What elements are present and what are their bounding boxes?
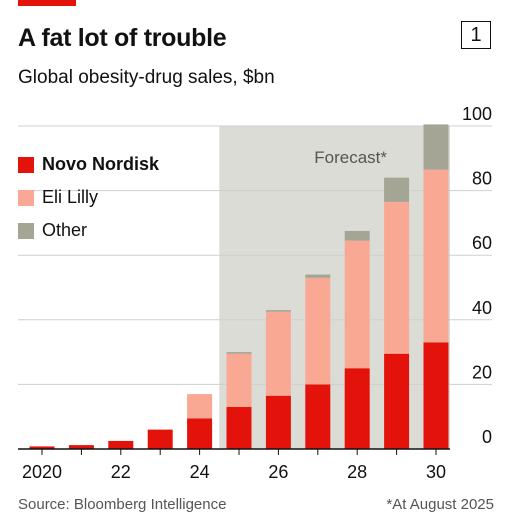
x-tick-label-2030: 30 <box>426 462 446 482</box>
x-tick-label-2026: 26 <box>268 462 288 482</box>
bar-2027-eli-lilly <box>305 277 331 385</box>
forecast-label: Forecast* <box>314 148 387 167</box>
y-tick-label-20: 20 <box>472 362 492 382</box>
y-tick-label-60: 60 <box>472 233 492 253</box>
bar-2028-eli-lilly <box>344 240 370 369</box>
legend-label-lilly: Eli Lilly <box>42 187 99 207</box>
y-tick-label-40: 40 <box>472 298 492 318</box>
bar-2030-other <box>423 124 449 170</box>
legend-swatch-novo <box>18 156 34 173</box>
bar-2029-eli-lilly <box>384 201 410 354</box>
x-tick-label-2022: 22 <box>111 462 131 482</box>
legend-label-novo: Novo Nordisk <box>42 154 160 174</box>
legend-label-other: Other <box>42 220 88 240</box>
bar-2024-novo-nordisk <box>187 418 213 449</box>
y-tick-label-0: 0 <box>482 427 492 447</box>
bar-2026-novo-nordisk <box>265 395 291 449</box>
legend-swatch-other <box>18 222 34 239</box>
bar-2025-eli-lilly <box>226 353 252 408</box>
bar-2028-other <box>344 230 370 241</box>
bar-2020-novo-nordisk <box>29 446 55 449</box>
bar-2030-eli-lilly <box>423 169 449 343</box>
bar-2026-eli-lilly <box>265 311 291 396</box>
x-tick-label-2020: 2020 <box>22 462 62 482</box>
forecast-region <box>219 126 450 449</box>
bar-2023-novo-nordisk <box>147 429 173 449</box>
source-note: Source: Bloomberg Intelligence <box>18 496 227 513</box>
legend-item-other: Other <box>18 214 159 247</box>
chart-title: A fat lot of trouble <box>18 24 227 52</box>
bar-2027-novo-nordisk <box>305 384 331 449</box>
bar-2026-other <box>265 310 291 312</box>
legend-swatch-lilly <box>18 189 34 206</box>
bar-2024-eli-lilly <box>187 394 213 419</box>
legend-item-novo: Novo Nordisk <box>18 148 159 181</box>
accent-bar <box>18 0 76 6</box>
x-tick-label-2024: 24 <box>190 462 210 482</box>
chart-number-badge: 1 <box>461 21 491 49</box>
bar-2022-novo-nordisk <box>108 440 134 449</box>
y-tick-label-100: 100 <box>462 104 492 124</box>
bar-2021-novo-nordisk <box>68 445 94 449</box>
legend-item-lilly: Eli Lilly <box>18 181 159 214</box>
bar-2030-novo-nordisk <box>423 342 449 449</box>
bar-2028-novo-nordisk <box>344 368 370 449</box>
bar-2029-novo-nordisk <box>384 353 410 449</box>
y-tick-label-80: 80 <box>472 169 492 189</box>
bar-2025-other <box>226 352 252 354</box>
x-tick-label-2028: 28 <box>347 462 367 482</box>
chart-subtitle: Global obesity-drug sales, $bn <box>18 67 275 88</box>
bar-2025-novo-nordisk <box>226 407 252 449</box>
bar-2027-other <box>305 274 331 278</box>
footnote: *At August 2025 <box>386 496 494 513</box>
chart-legend: Novo Nordisk Eli Lilly Other <box>18 148 159 247</box>
bar-2029-other <box>384 177 410 202</box>
